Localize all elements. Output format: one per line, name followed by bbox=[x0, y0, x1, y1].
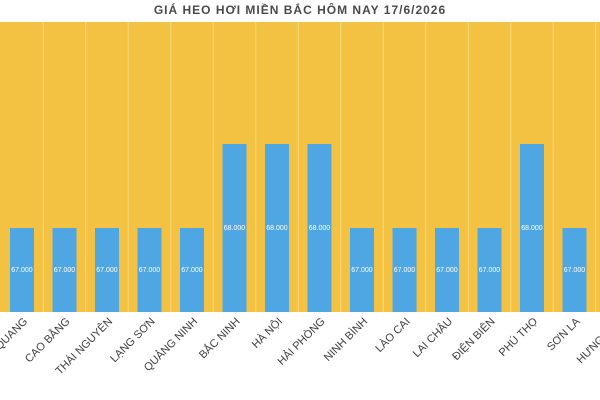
plot-background bbox=[0, 22, 600, 312]
x-tick-label: TUYÊN QUANG bbox=[0, 315, 30, 381]
chart-title: GIÁ HEO HƠI MIỀN BẮC HÔM NAY 17/6/2026 bbox=[153, 3, 447, 17]
bar bbox=[307, 144, 332, 312]
data-label: 67.000 bbox=[351, 267, 373, 274]
data-label: 67.000 bbox=[479, 267, 501, 274]
data-label: 67.000 bbox=[96, 267, 118, 274]
bar bbox=[562, 228, 587, 312]
category-separators bbox=[42, 22, 597, 312]
bar bbox=[95, 228, 119, 312]
bar bbox=[10, 228, 34, 312]
bar bbox=[392, 228, 417, 312]
data-label: 67.000 bbox=[54, 267, 76, 274]
data-label: 67.000 bbox=[564, 267, 586, 274]
x-tick-label: SƠN LA bbox=[545, 315, 583, 353]
data-label: 68.000 bbox=[224, 225, 246, 232]
bar bbox=[350, 228, 374, 312]
data-label: 67.000 bbox=[181, 267, 203, 274]
x-tick-label: ĐIỆN BIÊN bbox=[450, 315, 498, 363]
bar bbox=[180, 228, 204, 312]
data-label: 67.000 bbox=[11, 267, 33, 274]
bar bbox=[435, 228, 459, 312]
x-tick-label: BẮC NINH bbox=[196, 315, 242, 361]
data-label: 67.000 bbox=[139, 267, 161, 274]
data-label: 67.000 bbox=[394, 267, 416, 274]
x-tick-label: PHÚ THỌ bbox=[496, 315, 540, 359]
bar bbox=[477, 228, 502, 312]
bar bbox=[137, 228, 162, 312]
bar bbox=[265, 144, 289, 312]
bar bbox=[52, 228, 77, 312]
data-label: 68.000 bbox=[266, 225, 288, 232]
data-label: 68.000 bbox=[521, 225, 543, 232]
bar bbox=[222, 144, 247, 312]
data-label: 67.000 bbox=[436, 267, 458, 274]
x-tick-label: NINH BÌNH bbox=[321, 315, 370, 364]
data-label: 68.000 bbox=[309, 225, 331, 232]
bars-group bbox=[10, 144, 587, 312]
value-labels-group: 67.000 67.000 67.000 67.000 67.000 68.000 68.0… bbox=[11, 225, 585, 274]
x-tick-label: HÀ NỘI bbox=[249, 315, 285, 351]
bar bbox=[520, 144, 544, 312]
x-tick-label: LAI CHÂU bbox=[410, 315, 455, 360]
x-tick-label: LÀO CAI bbox=[373, 315, 413, 355]
